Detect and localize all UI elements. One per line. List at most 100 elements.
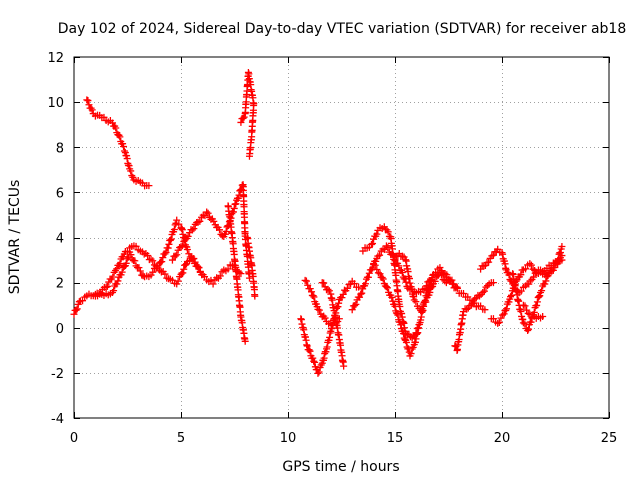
data-point [116, 260, 124, 268]
data-point [543, 273, 551, 281]
series-arc-s [519, 301, 547, 322]
data-point [526, 277, 534, 285]
data-point [70, 310, 78, 318]
data-point [230, 204, 238, 212]
data-point [538, 287, 546, 295]
data-point [171, 252, 179, 260]
data-point [204, 209, 212, 217]
x-tick-labels: 0 5 10 15 20 25 [70, 431, 617, 446]
data-point [109, 273, 117, 281]
data-point [102, 283, 110, 291]
data-point [178, 242, 186, 250]
data-point [481, 306, 489, 314]
data-point [350, 280, 358, 288]
data-point [426, 288, 434, 296]
data-point [521, 302, 529, 310]
plot-frame [73, 56, 610, 419]
data-point [500, 310, 508, 318]
data-point [191, 258, 199, 266]
y-tick-label: 0 [56, 322, 64, 337]
series-arc-r [509, 243, 566, 335]
data-point [110, 287, 118, 295]
data-point [400, 330, 408, 338]
chart-title: Day 102 of 2024, Sidereal Day-to-day VTE… [58, 21, 627, 37]
data-point [120, 147, 128, 155]
data-point [167, 235, 175, 243]
y-tick-labels: -4 -2 0 2 4 6 8 10 12 [47, 51, 64, 427]
data-point [310, 357, 318, 365]
data-point [88, 106, 96, 114]
series-arc-j [318, 279, 348, 370]
data-point [335, 315, 343, 323]
data-point [554, 255, 562, 263]
data-point [555, 250, 563, 258]
y-tick-label: 8 [56, 141, 64, 156]
data-point [315, 368, 323, 376]
data-point [120, 143, 128, 151]
data-point [196, 267, 204, 275]
data-point [158, 258, 166, 266]
data-point [388, 293, 396, 301]
data-point [422, 298, 430, 306]
data-point [245, 274, 253, 282]
data-point [171, 221, 179, 229]
data-point [234, 194, 242, 202]
series-arc-f [237, 68, 258, 160]
data-point [305, 346, 313, 354]
data-point [527, 261, 535, 269]
data-point [245, 152, 253, 160]
data-point [433, 273, 441, 281]
data-point [309, 354, 317, 362]
data-point [348, 306, 356, 314]
data-point [149, 257, 157, 265]
data-point [144, 252, 152, 260]
data-point [402, 278, 410, 286]
data-point [364, 273, 372, 281]
data-point [474, 291, 482, 299]
data-point [194, 263, 202, 271]
data-point [519, 301, 527, 309]
data-point [196, 217, 204, 225]
x-tick-label: 5 [177, 431, 185, 446]
series-arc-b [83, 96, 153, 190]
y-tick-label: -4 [51, 412, 64, 427]
data-point [308, 288, 316, 296]
data-point [536, 292, 544, 300]
data-point [384, 284, 392, 292]
data-point [541, 280, 549, 288]
data-point [314, 369, 322, 377]
data-point [393, 310, 401, 318]
data-point [379, 275, 387, 283]
data-point [112, 124, 120, 132]
data-point [389, 297, 397, 305]
data-point [418, 305, 426, 313]
data-point [438, 271, 446, 279]
data-point [311, 358, 319, 366]
data-point [216, 272, 224, 280]
data-point [79, 297, 87, 305]
data-point [229, 208, 237, 216]
data-point [371, 261, 379, 269]
data-point [241, 337, 249, 345]
data-point [351, 302, 359, 310]
data-point [338, 294, 346, 302]
data-point [203, 208, 211, 216]
data-point [103, 282, 111, 290]
data-point [306, 285, 314, 293]
data-point [522, 265, 530, 273]
y-tick-label: 2 [56, 277, 64, 292]
data-point [398, 252, 406, 260]
data-point [210, 217, 218, 225]
data-point [356, 293, 364, 301]
data-point [320, 279, 328, 287]
data-point [113, 280, 121, 288]
data-point [168, 256, 176, 264]
data-point [397, 321, 405, 329]
data-point [369, 240, 377, 248]
data-point [310, 293, 318, 301]
data-point [306, 347, 314, 355]
x-tick-label: 25 [601, 431, 618, 446]
data-point [321, 314, 329, 322]
data-point [463, 305, 471, 313]
